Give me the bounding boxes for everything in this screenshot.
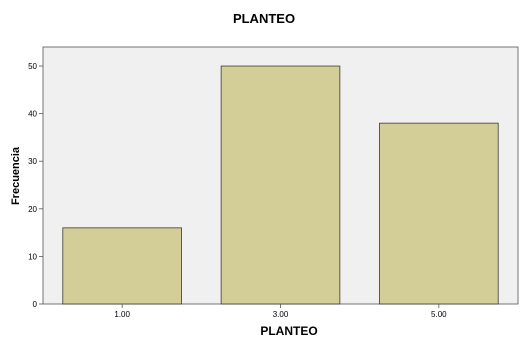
- x-axis: 1.00 3.00 5.00: [114, 304, 447, 319]
- y-tick-label: 40: [28, 110, 37, 119]
- bars: [62, 65, 499, 305]
- x-axis-label: PLANTEO: [260, 324, 317, 337]
- x-tick-label: 5.00: [431, 310, 447, 319]
- chart-title: PLANTEO: [233, 11, 295, 26]
- bar-1-00: [62, 227, 182, 305]
- y-tick-label: 50: [28, 62, 37, 71]
- x-tick-label: 1.00: [114, 310, 130, 319]
- y-tick-label: 10: [28, 252, 37, 261]
- x-tick-label: 3.00: [273, 310, 289, 319]
- bar-3-00: [220, 65, 341, 305]
- y-tick-label: 30: [28, 157, 37, 166]
- y-tick-label: 0: [33, 300, 38, 309]
- y-axis-label: Frecuencia: [10, 146, 22, 205]
- y-tick-label: 20: [28, 205, 37, 214]
- bar-5-00: [379, 122, 499, 305]
- y-axis: 0 10 20 30 40 50: [28, 62, 43, 309]
